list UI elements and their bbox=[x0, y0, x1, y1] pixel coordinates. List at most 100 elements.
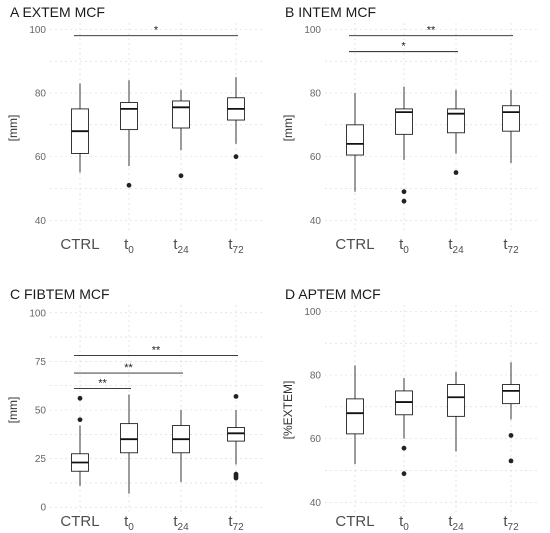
significance-label: * bbox=[401, 41, 406, 53]
x-tick-sub: 0 bbox=[403, 245, 409, 256]
box-iqr bbox=[120, 423, 138, 454]
x-tick-label: t24 bbox=[448, 236, 464, 256]
outlier-point bbox=[401, 189, 407, 195]
x-tick-sub: 72 bbox=[508, 245, 520, 256]
x-tick-main: t bbox=[124, 513, 129, 530]
y-tick-label: 60 bbox=[310, 152, 322, 163]
box-2 bbox=[172, 410, 190, 482]
box-3 bbox=[502, 362, 520, 464]
y-axis-label: [mm] bbox=[6, 115, 20, 142]
x-tick-sub: 24 bbox=[178, 245, 190, 256]
x-tick-main: t bbox=[448, 513, 453, 530]
box-iqr bbox=[447, 108, 465, 134]
box-1 bbox=[120, 394, 138, 494]
box-3 bbox=[227, 77, 245, 160]
outlier-point bbox=[126, 182, 132, 188]
box-iqr bbox=[227, 427, 245, 442]
x-tick-sub: 72 bbox=[508, 522, 520, 533]
box-0 bbox=[346, 365, 364, 465]
x-tick-main: t bbox=[173, 236, 178, 253]
outlier-point bbox=[401, 471, 407, 477]
x-tick-label: t72 bbox=[503, 513, 519, 533]
x-tick-main: CTRL bbox=[60, 236, 99, 253]
outlier-point bbox=[77, 417, 83, 423]
y-tick-label: 40 bbox=[310, 498, 322, 509]
significance-label: ** bbox=[427, 25, 436, 37]
box-2 bbox=[447, 371, 465, 452]
box-iqr bbox=[502, 105, 520, 132]
y-tick-label: 0 bbox=[40, 503, 46, 514]
y-tick-label: 40 bbox=[310, 216, 322, 227]
outlier-point bbox=[453, 170, 459, 175]
box-1 bbox=[395, 378, 413, 477]
y-tick-label: 60 bbox=[310, 434, 322, 445]
box-iqr bbox=[346, 124, 364, 156]
x-tick-main: t bbox=[228, 236, 233, 253]
box-iqr bbox=[172, 100, 190, 129]
panel-title: D APTEM MCF bbox=[285, 286, 381, 302]
x-tick-main: t bbox=[448, 236, 453, 253]
y-tick-label: 50 bbox=[35, 406, 47, 417]
x-tick-main: t bbox=[399, 513, 404, 530]
x-tick-label: t72 bbox=[228, 513, 244, 533]
outlier-point bbox=[233, 154, 239, 160]
x-tick-main: t bbox=[503, 236, 508, 253]
x-tick-sub: 72 bbox=[233, 245, 245, 256]
x-tick-label: t72 bbox=[503, 236, 519, 256]
x-tick-main: t bbox=[124, 236, 129, 253]
outlier-point bbox=[233, 393, 239, 399]
x-tick-main: CTRL bbox=[335, 513, 374, 530]
x-tick-label: CTRL bbox=[335, 513, 374, 530]
outlier-point bbox=[508, 458, 514, 464]
x-tick-label: t72 bbox=[228, 236, 244, 256]
box-0 bbox=[71, 395, 89, 486]
outlier-point bbox=[401, 198, 407, 204]
panel-title: B INTEM MCF bbox=[285, 4, 376, 20]
x-tick-sub: 0 bbox=[403, 522, 409, 533]
box-0 bbox=[346, 93, 364, 192]
box-1 bbox=[395, 86, 413, 204]
box-iqr bbox=[120, 102, 138, 131]
x-tick-label: CTRL bbox=[335, 236, 374, 253]
box-2 bbox=[172, 89, 190, 179]
y-tick-label: 100 bbox=[304, 25, 321, 36]
y-tick-label: 40 bbox=[35, 216, 47, 227]
x-tick-main: t bbox=[399, 236, 404, 253]
y-tick-label: 80 bbox=[310, 89, 322, 100]
x-tick-label: t24 bbox=[173, 236, 189, 256]
significance-label: ** bbox=[152, 345, 161, 357]
x-tick-main: CTRL bbox=[335, 236, 374, 253]
x-tick-main: CTRL bbox=[60, 513, 99, 530]
outlier-point bbox=[508, 433, 514, 438]
x-tick-sub: 0 bbox=[128, 522, 134, 533]
y-axis-label: [mm] bbox=[6, 397, 20, 424]
outlier-point bbox=[77, 395, 83, 401]
y-tick-label: 25 bbox=[35, 454, 47, 465]
outlier-point bbox=[233, 475, 239, 481]
x-tick-label: t0 bbox=[399, 513, 409, 533]
panel-title: C FIBTEM MCF bbox=[10, 286, 110, 302]
y-tick-label: 100 bbox=[29, 308, 46, 319]
x-tick-label: t24 bbox=[448, 513, 464, 533]
x-tick-sub: 24 bbox=[178, 522, 190, 533]
x-tick-sub: 24 bbox=[453, 245, 465, 256]
box-0 bbox=[71, 83, 89, 173]
significance-label: ** bbox=[98, 378, 107, 390]
x-tick-sub: 0 bbox=[128, 245, 134, 256]
box-1 bbox=[120, 80, 138, 188]
x-tick-label: t24 bbox=[173, 513, 189, 533]
y-tick-label: 75 bbox=[35, 357, 47, 368]
box-iqr bbox=[346, 398, 364, 435]
x-tick-main: t bbox=[503, 513, 508, 530]
box-3 bbox=[502, 89, 520, 163]
x-tick-label: t0 bbox=[124, 236, 134, 256]
x-tick-label: t0 bbox=[124, 513, 134, 533]
box-2 bbox=[447, 89, 465, 175]
significance-label: * bbox=[154, 25, 159, 37]
x-tick-label: CTRL bbox=[60, 513, 99, 530]
box-iqr bbox=[395, 108, 413, 135]
